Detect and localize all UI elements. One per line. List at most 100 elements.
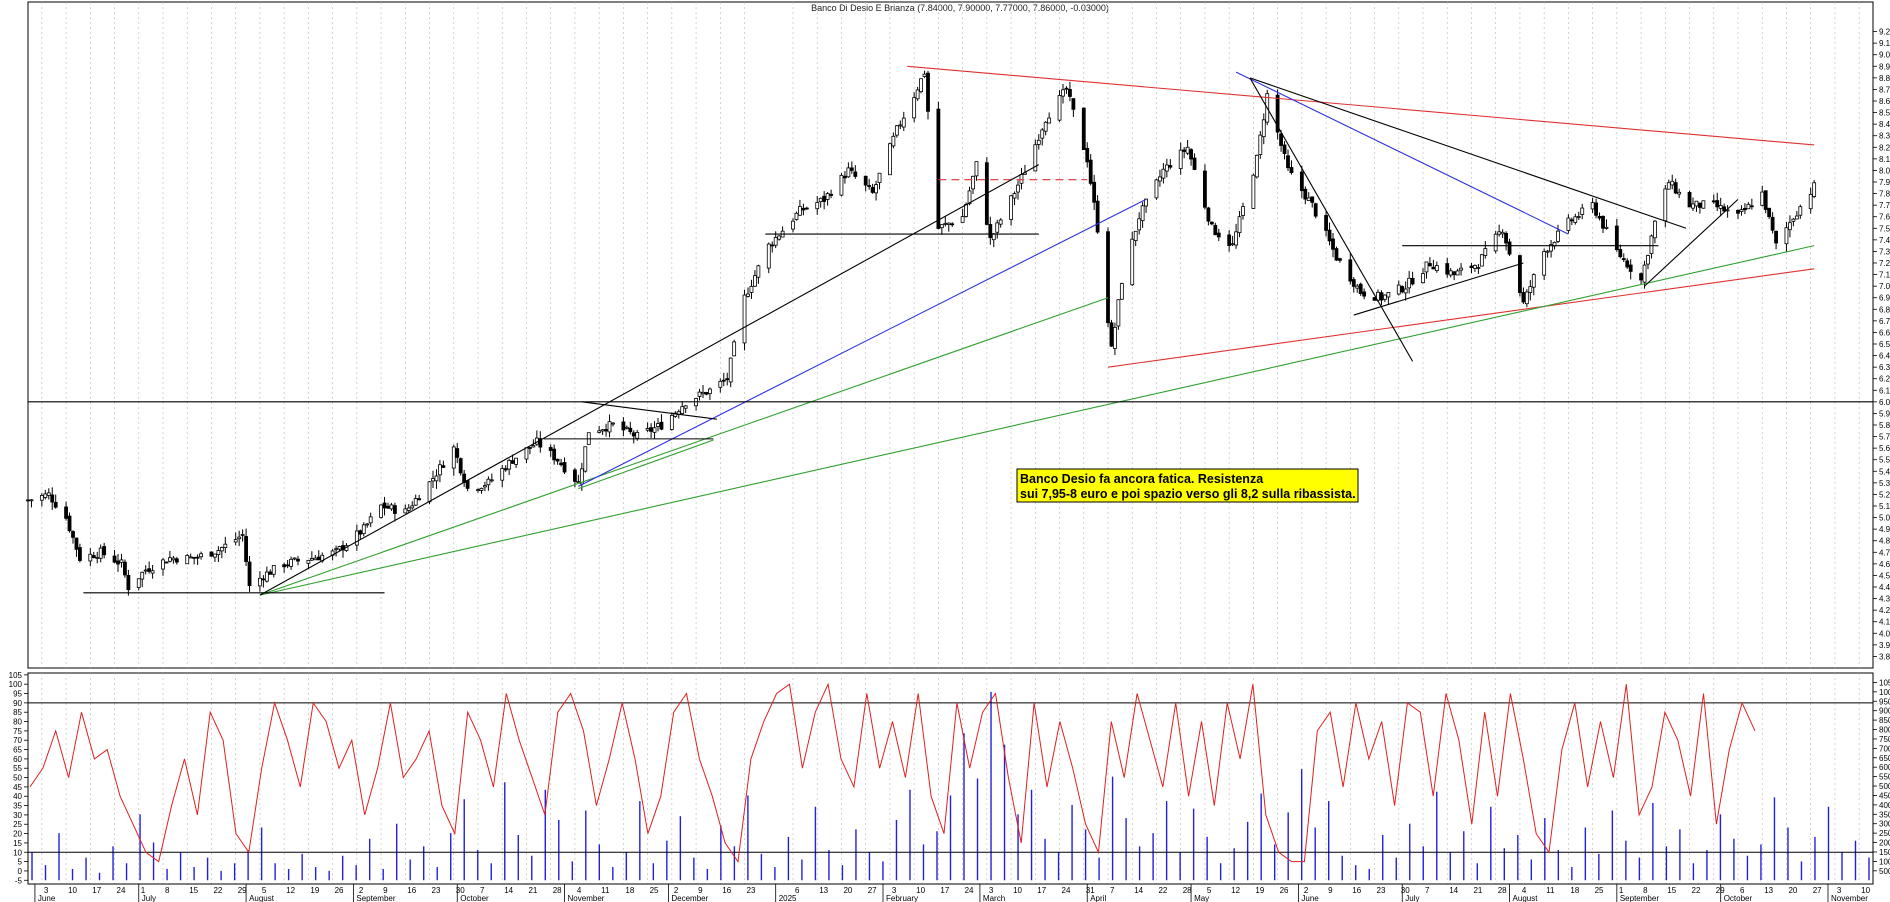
- price-y-tick-label: 7.0: [1879, 282, 1890, 291]
- date-month-label: October: [1724, 894, 1753, 902]
- oscillator-y-tick-label: 0: [18, 867, 23, 876]
- candle-body: [863, 175, 868, 186]
- price-y-tick-label: 8.0: [1879, 166, 1890, 175]
- candle-body: [237, 536, 242, 540]
- candle-body: [361, 524, 366, 535]
- candle-body: [1327, 229, 1332, 242]
- date-day-label: 4: [1522, 886, 1527, 895]
- candle-body: [1794, 215, 1799, 220]
- price-y-tick-label: 6.6: [1879, 328, 1890, 337]
- price-y-tick-label: 6.7: [1879, 317, 1890, 326]
- candle-body: [140, 571, 145, 580]
- oscillator-y-tick-label: 95: [13, 690, 22, 699]
- candle-body: [1119, 283, 1124, 300]
- candle-body: [1331, 238, 1335, 250]
- candle-body: [791, 220, 795, 230]
- oscillator-y-tick-label: 105: [9, 671, 23, 680]
- candle-body: [441, 465, 446, 468]
- candle-body: [849, 167, 854, 171]
- candle-body: [804, 207, 809, 210]
- date-axis: 3 10 17 24 1 8 15 22 29 5 12 19 26 2 9 16 23 30 7 14 21 28 4 11…: [28, 883, 1873, 902]
- date-day-label: 17: [1037, 886, 1046, 895]
- price-y-tick-label: 5.5: [1879, 456, 1890, 465]
- date-day-label: 18: [1570, 886, 1579, 895]
- date-day-label: 12: [286, 886, 295, 895]
- date-day-label: 1: [1619, 886, 1624, 895]
- date-day-label: 7: [1110, 886, 1115, 895]
- candle-body: [718, 380, 723, 388]
- candle-body: [901, 117, 906, 128]
- candle-body: [721, 379, 726, 382]
- price-y-tick-label: 4.4: [1879, 583, 1890, 592]
- date-day-label: 12: [1231, 886, 1240, 895]
- annotation-background: [1016, 468, 1359, 503]
- candle-body: [1012, 193, 1017, 199]
- candle-body: [476, 489, 480, 492]
- trendline: [1249, 77, 1414, 362]
- date-day-label: 20: [843, 886, 852, 895]
- candle-body: [1154, 179, 1159, 199]
- candle-body: [652, 427, 657, 433]
- candle-body: [877, 172, 882, 183]
- price-y-tick-label: 3.9: [1879, 641, 1890, 650]
- candle-body: [555, 458, 560, 462]
- candle-body: [168, 557, 172, 562]
- candle-body: [964, 204, 968, 217]
- candle-body: [1431, 266, 1436, 270]
- candle-body: [732, 341, 737, 357]
- date-day-label: 25: [650, 886, 659, 895]
- candle-body: [1673, 182, 1678, 194]
- candle-body: [1185, 146, 1190, 154]
- candle-body: [1798, 206, 1803, 216]
- trendline: [1235, 71, 1569, 235]
- candle-body: [683, 405, 688, 409]
- price-y-tick-label: 8.5: [1879, 109, 1890, 118]
- oscillator-y-tick-label: 30: [13, 811, 22, 820]
- candle-body: [912, 97, 917, 119]
- candle-body: [43, 493, 48, 498]
- date-day-label: 22: [1692, 886, 1701, 895]
- candle-body: [1788, 222, 1792, 231]
- candle-body: [531, 445, 536, 448]
- volume-y-tick-label: 9500: [1879, 697, 1890, 706]
- candle-body: [1286, 155, 1290, 169]
- date-day-label: 3: [1837, 886, 1842, 895]
- trendline: [578, 439, 714, 490]
- price-y-tick-label: 4.2: [1879, 606, 1890, 615]
- candle-body: [725, 378, 730, 381]
- candle-body: [1043, 121, 1048, 132]
- date-month-label: December: [671, 894, 708, 902]
- date-day-label: 6: [795, 886, 800, 895]
- price-y-tick-label: 6.9: [1879, 294, 1890, 303]
- candle-body: [410, 505, 415, 509]
- candle-body: [1130, 238, 1135, 286]
- price-y-tick-label: 4.9: [1879, 525, 1890, 534]
- date-day-label: 27: [1813, 886, 1822, 895]
- candle-body: [1403, 288, 1408, 294]
- candle-body: [708, 388, 712, 394]
- candle-body: [843, 175, 847, 179]
- candle-body: [794, 212, 799, 220]
- date-day-label: 21: [1473, 886, 1482, 895]
- candle-body: [728, 357, 733, 383]
- candle-body: [1081, 107, 1086, 151]
- date-day-label: 23: [432, 886, 441, 895]
- price-y-tick-label: 8.7: [1879, 85, 1890, 94]
- date-day-label: 9: [383, 886, 388, 895]
- price-y-tick-label: 5.8: [1879, 421, 1890, 430]
- candle-body: [46, 492, 51, 496]
- candle-body: [1109, 322, 1114, 347]
- price-y-tick-label: 5.2: [1879, 490, 1890, 499]
- candle-body: [1355, 285, 1360, 289]
- volume-y-tick-label: 3000: [1879, 820, 1890, 829]
- trendline: [259, 164, 1040, 596]
- date-day-label: 8: [1643, 886, 1648, 895]
- candle-body: [1455, 270, 1460, 276]
- candle-body: [1047, 117, 1052, 124]
- candle-body: [1192, 157, 1197, 170]
- candle-body: [1338, 258, 1342, 261]
- candle-body: [71, 531, 75, 538]
- candle-body: [438, 464, 442, 476]
- candle-body: [292, 557, 297, 560]
- candle-body: [1372, 297, 1377, 301]
